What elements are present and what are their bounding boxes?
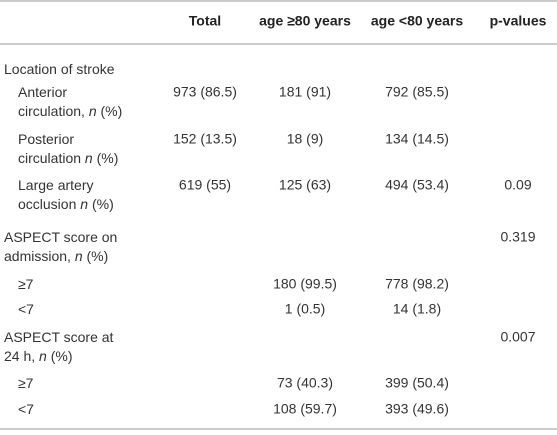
label-part: 24 h,: [4, 348, 39, 364]
cell: 14 (1.8): [393, 301, 441, 317]
cell: 0.007: [500, 329, 535, 345]
row-label: Location of stroke: [4, 61, 115, 77]
label-part: ≥7: [18, 375, 34, 391]
label-part: Posterior: [18, 131, 74, 147]
label-part: occlusion: [18, 196, 80, 212]
label-part: admission,: [4, 248, 75, 264]
column-header: p-values: [490, 13, 547, 29]
label-part: Anterior: [18, 84, 67, 100]
cell: 973 (86.5): [173, 84, 237, 100]
cell: 181 (91): [279, 84, 331, 100]
cell: 399 (50.4): [385, 375, 449, 391]
row-label: occlusion n (%): [18, 196, 114, 212]
label-part: circulation: [18, 150, 85, 166]
row-label: ≥7: [18, 276, 34, 292]
label-part: n: [75, 248, 83, 264]
row-label: 24 h, n (%): [4, 348, 73, 364]
row-label: Anterior: [18, 84, 67, 100]
cell: 494 (53.4): [385, 177, 449, 193]
label-part: n: [39, 348, 47, 364]
row-label: <7: [18, 401, 34, 417]
label-part: n: [80, 196, 88, 212]
cell: 108 (59.7): [273, 401, 337, 417]
row-label: admission, n (%): [4, 248, 108, 264]
column-header: age <80 years: [371, 13, 463, 29]
label-part: (%): [97, 103, 123, 119]
label-part: <7: [18, 301, 34, 317]
label-part: circulation,: [18, 103, 89, 119]
cell: 180 (99.5): [273, 276, 337, 292]
cell: 125 (63): [279, 177, 331, 193]
cell: 73 (40.3): [277, 375, 333, 391]
label-part: (%): [88, 196, 114, 212]
label-part: Large artery: [18, 177, 93, 193]
label-part: <7: [18, 401, 34, 417]
label-part: ASPECT score on: [4, 229, 117, 245]
label-part: n: [85, 150, 93, 166]
cell: 18 (9): [287, 131, 324, 147]
label-part: ASPECT score at: [4, 329, 114, 345]
row-label: circulation n (%): [18, 150, 118, 166]
cell: 619 (55): [179, 177, 231, 193]
column-header: age ≥80 years: [259, 13, 351, 29]
cell: 134 (14.5): [385, 131, 449, 147]
cell: 1 (0.5): [285, 301, 325, 317]
row-label: ASPECT score on: [4, 229, 117, 245]
label-part: n: [89, 103, 97, 119]
label-part: ≥7: [18, 276, 34, 292]
cell: 778 (98.2): [385, 276, 449, 292]
row-label: Large artery: [18, 177, 93, 193]
row-label: Posterior: [18, 131, 74, 147]
cell: 152 (13.5): [173, 131, 237, 147]
cell: 0.09: [504, 177, 531, 193]
row-label: <7: [18, 301, 34, 317]
cell: 0.319: [500, 229, 535, 245]
cell: 792 (85.5): [385, 84, 449, 100]
row-label: ≥7: [18, 375, 34, 391]
row-label: circulation, n (%): [18, 103, 122, 119]
row-label: ASPECT score at: [4, 329, 114, 345]
column-header: Total: [189, 13, 221, 29]
label-part: (%): [47, 348, 73, 364]
label-part: (%): [83, 248, 109, 264]
label-part: (%): [93, 150, 119, 166]
label-part: Location of stroke: [4, 61, 115, 77]
cell: 393 (49.6): [385, 401, 449, 417]
